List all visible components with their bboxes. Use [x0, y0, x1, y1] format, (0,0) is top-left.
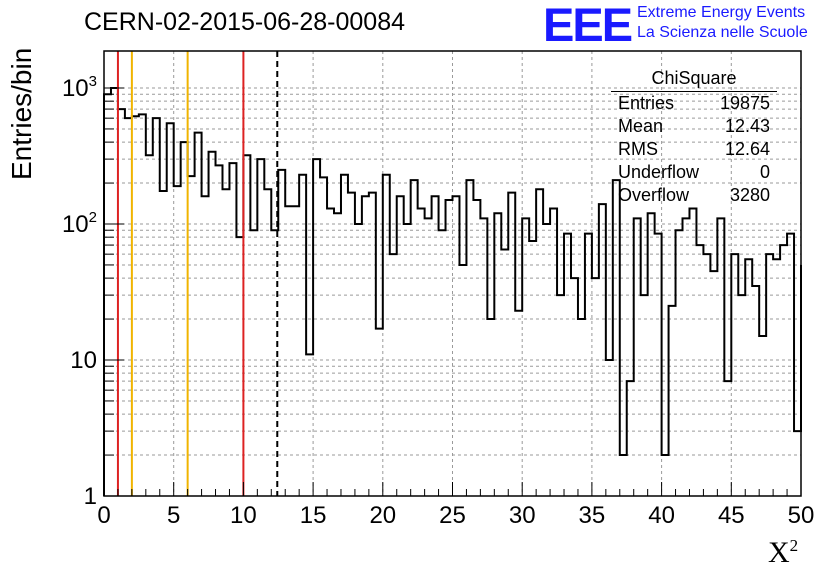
x-tick-labels: 0 5 10 15 20 25 30 35 40 45 50 [97, 502, 814, 529]
threshold-lines [116, 51, 279, 496]
stats-row-mean: Mean 12.43 [611, 115, 777, 138]
stats-value: 12.43 [724, 116, 770, 136]
chart-title: CERN-02-2015-06-28-00084 [84, 8, 406, 36]
stats-label: Mean [618, 116, 664, 136]
stats-value: 3280 [729, 185, 770, 205]
y-tick-label: 103 [62, 73, 97, 102]
x-tick-label: 30 [509, 502, 536, 529]
stats-title: ChiSquare [651, 68, 737, 88]
stats-row-underflow: Underflow 0 [611, 161, 777, 184]
stats-value: 12.64 [724, 139, 770, 159]
y-tick-labels: 1 10 102 103 [62, 73, 97, 510]
stats-row-overflow: Overflow 3280 [611, 184, 777, 207]
y-tick-label: 10 [70, 347, 97, 374]
stats-value: 0 [759, 162, 770, 182]
x-axis-label: X2 [768, 536, 798, 570]
stats-box: ChiSquare Entries 19875 Mean 12.43 RMS 12.6… [611, 68, 777, 207]
eee-logo: EEE [543, 0, 633, 51]
stats-divider [611, 91, 777, 92]
x-axis-label-exponent: 2 [789, 536, 799, 555]
y-tick-label: 1 [84, 483, 97, 510]
x-tick-label: 20 [369, 502, 396, 529]
stats-row-entries: Entries 19875 [611, 92, 777, 115]
x-tick-label: 50 [788, 502, 815, 529]
x-tick-label: 0 [97, 502, 110, 529]
x-tick-label: 5 [167, 502, 180, 529]
logo-line-1: Extreme Energy Events [637, 4, 806, 21]
x-tick-label: 15 [300, 502, 327, 529]
stats-label: Overflow [618, 185, 690, 205]
x-tick-label: 10 [230, 502, 257, 529]
stats-label: Underflow [618, 162, 700, 182]
y-tick-label: 102 [62, 209, 97, 238]
logo-caption: Extreme Energy Events La Scienza nelle S… [637, 3, 808, 43]
x-tick-label: 40 [648, 502, 675, 529]
x-axis-label-base: X [768, 536, 790, 569]
logo-line-2: La Scienza nelle Scuole [637, 24, 808, 41]
x-tick-label: 45 [718, 502, 745, 529]
x-tick-label: 25 [439, 502, 466, 529]
axis-ticks [103, 87, 802, 497]
stats-row-rms: RMS 12.64 [611, 138, 777, 161]
stats-label: RMS [618, 139, 658, 159]
stats-label: Entries [618, 93, 675, 113]
histogram-outline [103, 87, 802, 496]
stats-value: 19875 [719, 93, 770, 113]
y-axis-label: Entries/bin [6, 47, 37, 180]
x-tick-label: 35 [579, 502, 606, 529]
